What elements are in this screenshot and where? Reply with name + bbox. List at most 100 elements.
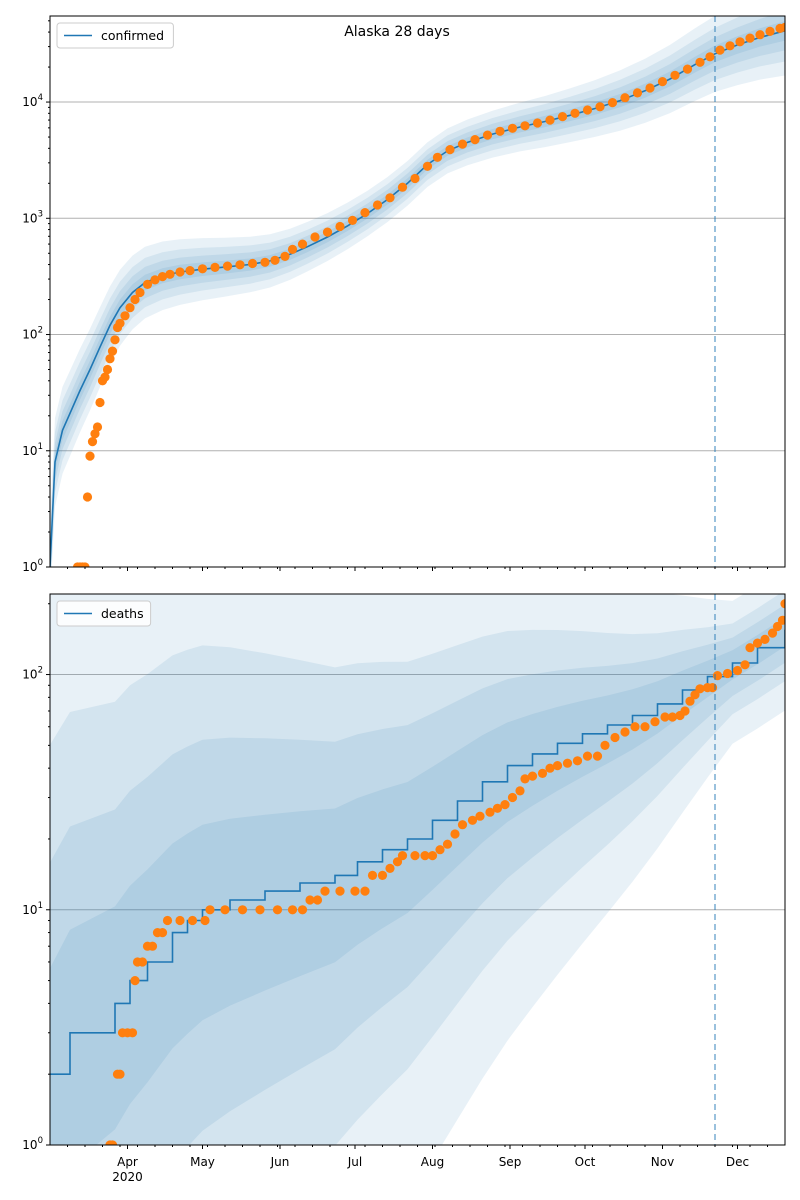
- observed-point: [115, 1069, 125, 1079]
- observed-point: [520, 121, 530, 131]
- x-tick-label: Apr: [117, 1155, 138, 1169]
- observed-point: [680, 706, 690, 716]
- observed-point: [165, 269, 175, 279]
- chart-title: Alaska 28 days: [344, 24, 450, 40]
- observed-point: [312, 895, 323, 905]
- observed-point: [130, 294, 140, 305]
- observed-point: [670, 70, 680, 80]
- observed-point: [572, 756, 583, 766]
- observed-point: [157, 928, 168, 938]
- observed-point: [765, 26, 775, 36]
- observed-point: [102, 364, 113, 375]
- observed-point: [515, 786, 525, 796]
- y-tick-label: 102: [22, 326, 43, 342]
- observed-point: [222, 261, 233, 271]
- observed-point: [660, 712, 670, 722]
- observed-point: [557, 112, 568, 122]
- observed-point: [200, 915, 210, 926]
- legend: deaths: [56, 600, 152, 627]
- observed-point: [422, 161, 433, 171]
- observed-point: [780, 599, 785, 609]
- y-tick-label: 101: [22, 442, 43, 458]
- uncertainty-band: [50, 16, 785, 567]
- observed-point: [657, 77, 668, 87]
- observed-point: [755, 30, 765, 40]
- observed-point: [442, 839, 453, 849]
- x-tick-label: May: [190, 1155, 215, 1169]
- observed-point: [435, 845, 445, 855]
- observed-point: [87, 437, 98, 447]
- observed-point: [630, 722, 640, 732]
- observed-point: [740, 660, 750, 670]
- model-line: [50, 30, 785, 567]
- observed-point: [722, 668, 733, 679]
- observed-point: [432, 152, 443, 162]
- observed-point: [287, 905, 298, 915]
- observed-point: [592, 751, 603, 761]
- observed-point: [335, 221, 345, 232]
- observed-point: [467, 815, 478, 825]
- observed-point: [650, 717, 660, 727]
- y-tick-label: 100: [22, 558, 43, 574]
- model-line: [50, 629, 785, 1075]
- plot-area: [50, 594, 785, 1145]
- legend-box: [56, 22, 174, 49]
- observed-point: [450, 829, 460, 839]
- observed-point: [495, 126, 505, 136]
- observed-point: [110, 335, 120, 345]
- uncertainty-band: [50, 594, 785, 1145]
- observed-point: [115, 318, 125, 328]
- observed-point: [780, 22, 785, 32]
- legend-label: confirmed: [101, 28, 164, 43]
- confirmed-panel: 100 101 102 103 104 confirmed: [22, 15, 786, 574]
- observed-point: [397, 182, 408, 192]
- observed-point: [105, 354, 115, 364]
- observed-point: [210, 262, 220, 272]
- observed-point: [457, 820, 468, 830]
- observed-point: [715, 45, 725, 55]
- observed-point: [372, 200, 383, 210]
- y-tick-label: 100: [22, 1136, 43, 1152]
- observed-point: [255, 905, 265, 915]
- observed-point: [745, 643, 755, 653]
- observed-point: [360, 208, 370, 218]
- observed-point: [475, 811, 485, 821]
- observed-point: [162, 915, 173, 926]
- x-tick-label: Jul: [347, 1155, 362, 1169]
- observed-point: [147, 941, 158, 951]
- observed-point: [310, 232, 320, 242]
- observed-point: [237, 905, 248, 915]
- x-tick-label: Nov: [651, 1155, 674, 1169]
- observed-point: [197, 264, 208, 274]
- observed-point: [270, 255, 280, 265]
- observed-point: [205, 905, 215, 915]
- observed-point: [125, 303, 135, 313]
- observed-point: [445, 145, 455, 155]
- observed-point: [695, 684, 705, 694]
- observed-point: [732, 665, 743, 676]
- x-tick-label: Oct: [575, 1155, 596, 1169]
- observed-point: [752, 638, 763, 648]
- observed-point: [397, 851, 408, 861]
- observed-point: [142, 279, 153, 289]
- observed-point: [595, 102, 605, 112]
- observed-point: [632, 88, 643, 98]
- observed-point: [85, 451, 95, 461]
- observed-point: [95, 397, 105, 408]
- observed-point: [427, 851, 438, 861]
- observed-point: [695, 57, 705, 67]
- observed-point: [235, 260, 245, 270]
- observed-point: [772, 621, 783, 632]
- plot-area: [50, 16, 785, 567]
- observed-point: [305, 895, 315, 905]
- observed-point: [135, 287, 145, 298]
- observed-point: [287, 244, 298, 254]
- observed-point: [175, 915, 185, 926]
- observed-point: [507, 123, 518, 133]
- observed-point: [457, 139, 468, 149]
- observed-point: [297, 239, 308, 249]
- observed-point: [185, 266, 195, 276]
- observed-point: [725, 41, 735, 51]
- observed-point: [537, 768, 548, 779]
